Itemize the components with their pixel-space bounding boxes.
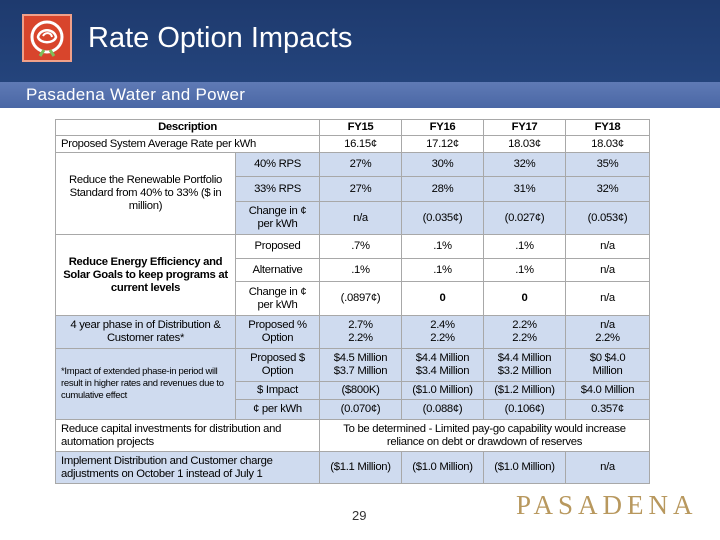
- table-cell: 18.03¢: [483, 135, 567, 153]
- table-row: Proposed System Average Rate per kWh 16.…: [54, 135, 651, 153]
- row-label: Proposed: [234, 234, 321, 259]
- header-description: Description: [54, 119, 321, 136]
- capital-value: To be determined - Limited pay-go capabi…: [319, 419, 651, 452]
- renewable-description: Reduce the Renewable Portfolio Standard …: [55, 152, 236, 235]
- table-cell: ($800K): [319, 381, 403, 400]
- table-cell: .1%: [319, 258, 403, 282]
- table-row: $ Impact ($800K) ($1.0 Million) ($1.2 Mi…: [56, 381, 651, 400]
- capital-description: Reduce capital investments for distribut…: [54, 419, 321, 452]
- phase-description: 4 year phase in of Distribution & Custom…: [55, 315, 236, 349]
- table-cell: .1%: [401, 234, 485, 259]
- brand-logo-text: PASADENA: [516, 490, 698, 520]
- table-cell: $4.0 Million: [565, 381, 651, 400]
- table-cell: (0.088¢): [401, 399, 485, 420]
- row-label: 33% RPS: [234, 176, 321, 202]
- logo: [22, 14, 72, 62]
- table-cell: (0.053¢): [565, 201, 651, 235]
- table-cell: .1%: [483, 234, 567, 259]
- table-cell: n/a: [565, 258, 651, 282]
- table-row: 33% RPS 27% 28% 31% 32%: [56, 176, 651, 202]
- table-cell: 18.03¢: [565, 135, 651, 153]
- rose-icon: [30, 20, 64, 57]
- table-cell: 2.7% 2.2%: [319, 315, 403, 349]
- table-row: Change in ¢ per kWh n/a (0.035¢) (0.027¢…: [56, 201, 651, 235]
- table-row: Change in ¢ per kWh (.0897¢) 0 0 n/a: [56, 281, 651, 316]
- row-label: Change in ¢ per kWh: [234, 201, 321, 235]
- page-subtitle: Pasadena Water and Power: [26, 85, 246, 104]
- table-cell: .1%: [401, 258, 485, 282]
- table-cell: ($1.0 Million): [401, 451, 485, 484]
- phase-note: *Impact of extended phase-in period will…: [55, 348, 236, 420]
- table-cell: 0: [401, 281, 485, 316]
- page-number: 29: [352, 508, 367, 523]
- table-cell: 35%: [565, 152, 651, 177]
- adjust-description: Implement Distribution and Customer char…: [54, 451, 321, 484]
- table-cell: 0.357¢: [565, 399, 651, 420]
- header-fy18: FY18: [565, 119, 651, 136]
- avg-rate-label: Proposed System Average Rate per kWh: [54, 135, 321, 153]
- table-cell: 32%: [483, 152, 567, 177]
- table-header-row: Description FY15 FY16 FY17 FY18: [54, 119, 651, 136]
- row-label: Change in ¢ per kWh: [234, 281, 321, 316]
- table-cell: 2.4% 2.2%: [401, 315, 485, 349]
- row-label: $ Impact: [234, 381, 321, 400]
- table-cell: 30%: [401, 152, 485, 177]
- header-bar: Rate Option Impacts: [0, 0, 720, 82]
- table-cell: ($1.0 Million): [401, 381, 485, 400]
- efficiency-description: Reduce Energy Efficiency and Solar Goals…: [55, 234, 236, 316]
- header-fy17: FY17: [483, 119, 567, 136]
- table-row: Alternative .1% .1% .1% n/a: [56, 258, 651, 282]
- table-cell: 31%: [483, 176, 567, 202]
- table-cell: $4.4 Million $3.4 Million: [401, 348, 485, 382]
- row-label: ¢ per kWh: [234, 399, 321, 420]
- table-cell: (0.027¢): [483, 201, 567, 235]
- table-cell: $4.4 Million $3.2 Million: [483, 348, 567, 382]
- table-row: *Impact of extended phase-in period will…: [55, 348, 651, 420]
- table-row: Reduce Energy Efficiency and Solar Goals…: [55, 234, 651, 316]
- table-cell: n/a: [319, 201, 403, 235]
- row-label: 40% RPS: [234, 152, 321, 177]
- header-fy15: FY15: [319, 119, 403, 136]
- table-cell: (0.070¢): [319, 399, 403, 420]
- table-cell: n/a: [565, 451, 651, 484]
- rate-table: Description FY15 FY16 FY17 FY18 Proposed…: [54, 119, 651, 484]
- table-row: ¢ per kWh (0.070¢) (0.088¢) (0.106¢) 0.3…: [56, 399, 651, 420]
- table-cell: 2.2% 2.2%: [483, 315, 567, 349]
- table-cell: 27%: [319, 152, 403, 177]
- table-cell: ($1.1 Million): [319, 451, 403, 484]
- table-row: Implement Distribution and Customer char…: [54, 451, 651, 484]
- table-row: 4 year phase in of Distribution & Custom…: [55, 315, 651, 349]
- table-cell: 28%: [401, 176, 485, 202]
- table-cell: 17.12¢: [401, 135, 485, 153]
- table-cell: n/a 2.2%: [565, 315, 651, 349]
- header-fy16: FY16: [401, 119, 485, 136]
- row-label: Proposed % Option: [234, 315, 321, 349]
- table-row: Reduce the Renewable Portfolio Standard …: [55, 152, 651, 235]
- page-title: Rate Option Impacts: [88, 22, 353, 54]
- table-cell: 0: [483, 281, 567, 316]
- table-cell: ($1.0 Million): [483, 451, 567, 484]
- table-cell: 32%: [565, 176, 651, 202]
- row-label: Alternative: [234, 258, 321, 282]
- table-cell: $4.5 Million $3.7 Million: [319, 348, 403, 382]
- row-label: Proposed $ Option: [234, 348, 321, 382]
- table-cell: (0.035¢): [401, 201, 485, 235]
- table-cell: (.0897¢): [319, 281, 403, 316]
- table-cell: $0 $4.0 Million: [565, 348, 651, 382]
- table-cell: n/a: [565, 234, 651, 259]
- table-cell: 16.15¢: [319, 135, 403, 153]
- table-cell: (0.106¢): [483, 399, 567, 420]
- table-cell: 27%: [319, 176, 403, 202]
- table-cell: .1%: [483, 258, 567, 282]
- table-row: Reduce capital investments for distribut…: [54, 419, 651, 452]
- table-cell: n/a: [565, 281, 651, 316]
- table-cell: .7%: [319, 234, 403, 259]
- table-cell: ($1.2 Million): [483, 381, 567, 400]
- subtitle-bar: Pasadena Water and Power: [0, 82, 720, 108]
